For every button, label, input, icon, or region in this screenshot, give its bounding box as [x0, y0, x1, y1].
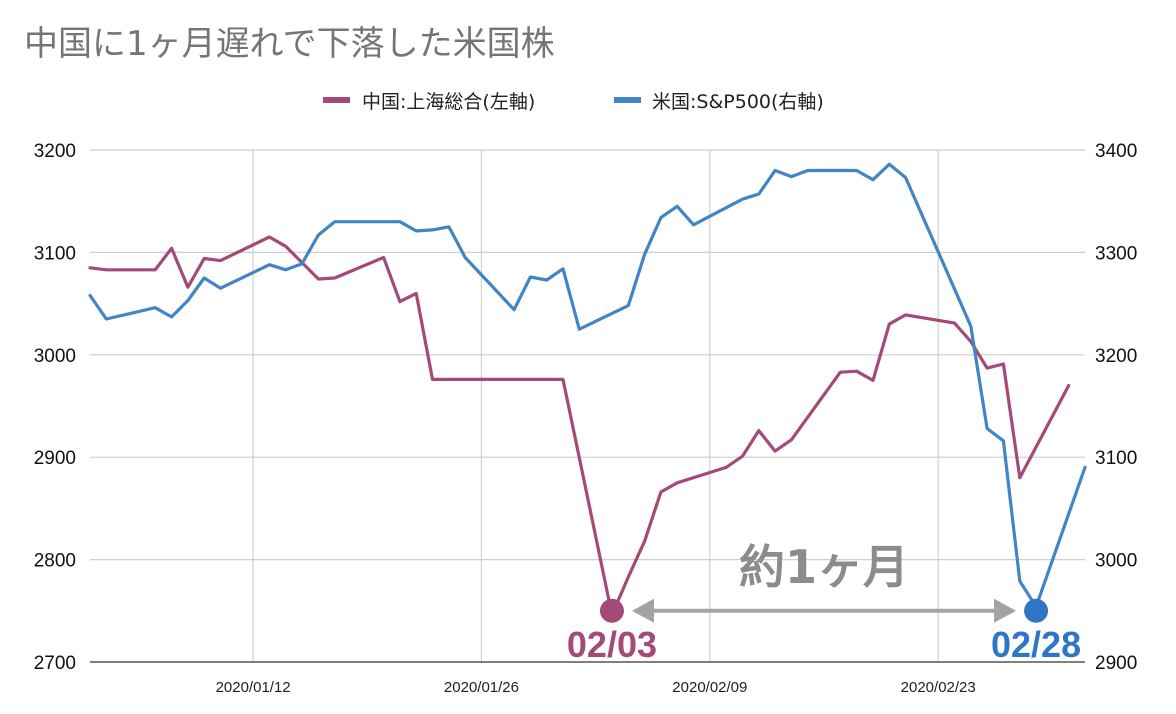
- horizontal-gridlines: [90, 149, 1085, 561]
- y-left-tick-label: 2900: [34, 448, 76, 469]
- legend-label-china: 中国:上海総合(左軸): [362, 91, 535, 113]
- left-axis-tick-labels: 3200 3100 3000 2900 2800 2700: [34, 141, 76, 674]
- us-low-date-label: 02/28: [991, 624, 1081, 665]
- x-axis-tick-labels: 2020/01/12 2020/01/26 2020/02/09 2020/02/23: [216, 679, 976, 696]
- y-right-tick-label: 3200: [1095, 346, 1137, 367]
- legend: 中国:上海総合(左軸) 米国:S&P500(右軸): [323, 91, 824, 113]
- right-axis-tick-labels: 3400 3300 3200 3100 3000 2900: [1095, 141, 1137, 674]
- x-tick-label: 2020/01/12: [216, 679, 291, 696]
- y-right-tick-label: 2900: [1095, 653, 1137, 674]
- series-layer: [88, 162, 1087, 617]
- span-label: 約1ヶ月: [739, 540, 909, 594]
- y-left-tick-label: 3000: [34, 346, 76, 367]
- y-left-tick-label: 2800: [34, 551, 76, 572]
- span-arrow-right-head: [994, 598, 1017, 623]
- y-right-tick-label: 3100: [1095, 448, 1137, 469]
- china-low-marker: [599, 598, 624, 623]
- y-left-tick-label: 3200: [34, 141, 76, 162]
- span-arrow-left-head: [631, 598, 654, 623]
- legend-swatch-china: [323, 97, 350, 103]
- y-right-tick-label: 3300: [1095, 243, 1137, 264]
- legend-swatch-us: [614, 97, 641, 103]
- series-line-china: [88, 235, 1071, 617]
- legend-label-us: 米国:S&P500(右軸): [652, 91, 824, 113]
- y-right-tick-label: 3000: [1095, 551, 1137, 572]
- us-low-marker: [1024, 598, 1049, 623]
- x-tick-label: 2020/02/23: [901, 679, 976, 696]
- x-tick-label: 2020/01/26: [444, 679, 519, 696]
- y-right-tick-label: 3400: [1095, 141, 1137, 162]
- china-low-date-label: 02/03: [567, 624, 657, 665]
- vertical-gridlines: [252, 150, 939, 662]
- y-left-tick-label: 3100: [34, 243, 76, 264]
- series-line-us: [88, 162, 1087, 609]
- x-tick-label: 2020/02/09: [672, 679, 747, 696]
- annotations: 約1ヶ月 02/03 02/28: [567, 540, 1081, 665]
- y-left-tick-label: 2700: [34, 653, 76, 674]
- chart-title: 中国に1ヶ月遅れで下落した米国株: [24, 24, 555, 64]
